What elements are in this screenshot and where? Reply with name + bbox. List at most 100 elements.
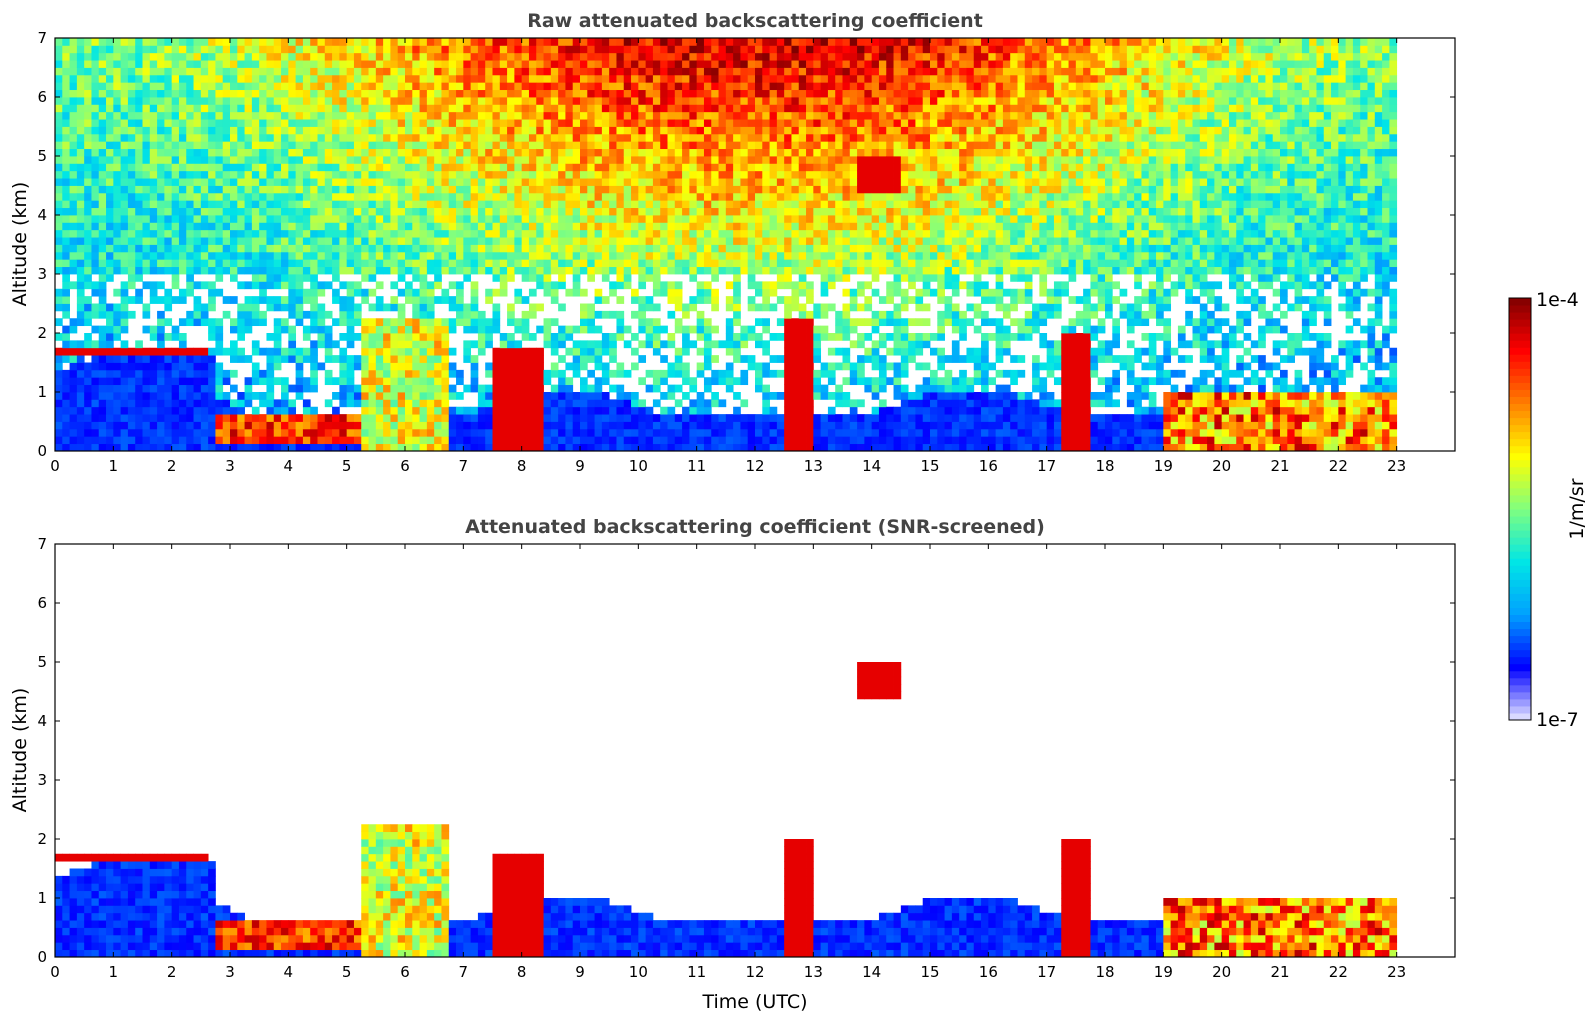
heatmap-cell bbox=[244, 60, 253, 68]
heatmap-cell bbox=[339, 318, 348, 327]
heatmap-cell bbox=[259, 259, 267, 268]
heatmap-cell bbox=[434, 377, 442, 386]
heatmap-cell bbox=[375, 340, 384, 349]
heatmap-cell bbox=[259, 414, 267, 422]
heatmap-cell bbox=[696, 148, 705, 157]
heatmap-cell bbox=[652, 259, 661, 268]
heatmap-cell bbox=[353, 399, 362, 408]
heatmap-cell bbox=[507, 163, 515, 172]
heatmap-cell bbox=[718, 126, 727, 135]
heatmap-cell bbox=[339, 200, 348, 209]
heatmap-cell bbox=[631, 82, 639, 91]
heatmap-cell bbox=[375, 399, 384, 408]
heatmap-cell bbox=[193, 185, 202, 194]
heatmap-cell bbox=[135, 207, 143, 216]
heatmap-cell bbox=[609, 133, 617, 142]
heatmap-cell bbox=[302, 296, 311, 304]
heatmap-cell bbox=[426, 340, 435, 349]
heatmap-cell bbox=[463, 274, 472, 282]
heatmap-cell bbox=[674, 384, 683, 393]
heatmap-cell bbox=[69, 421, 78, 430]
heatmap-cell bbox=[149, 148, 158, 157]
heatmap-cell bbox=[747, 237, 756, 245]
heatmap-cell bbox=[178, 377, 187, 386]
heatmap-cell bbox=[215, 185, 224, 194]
heatmap-cell bbox=[601, 443, 610, 451]
heatmap-cell bbox=[521, 318, 530, 327]
heatmap-cell bbox=[477, 45, 486, 54]
heatmap-cell bbox=[237, 443, 245, 451]
heatmap-cell bbox=[200, 392, 209, 400]
heatmap-cell bbox=[682, 229, 690, 238]
heatmap-cell bbox=[543, 38, 552, 46]
heatmap-cell bbox=[164, 104, 173, 113]
heatmap-cell bbox=[623, 126, 632, 135]
heatmap-cell bbox=[251, 38, 260, 46]
heatmap-cell bbox=[368, 362, 377, 371]
heatmap-cell bbox=[703, 237, 712, 245]
heatmap-cell bbox=[703, 266, 712, 275]
heatmap-cell bbox=[521, 126, 530, 135]
heatmap-cell bbox=[456, 229, 464, 238]
heatmap-cell bbox=[594, 119, 603, 127]
heatmap-cell bbox=[485, 52, 493, 61]
heatmap-cell bbox=[324, 340, 333, 349]
heatmap-cell bbox=[200, 170, 209, 179]
heatmap-cell bbox=[565, 325, 574, 334]
heatmap-cell bbox=[616, 362, 625, 371]
heatmap-cell bbox=[587, 384, 595, 393]
heatmap-cell bbox=[434, 133, 442, 142]
heatmap-cell bbox=[755, 156, 763, 164]
heatmap-cell bbox=[157, 163, 165, 172]
heatmap-cell bbox=[674, 362, 683, 371]
heatmap-cell bbox=[543, 406, 552, 415]
heatmap-cell bbox=[762, 141, 770, 150]
heatmap-cell bbox=[776, 192, 785, 201]
heatmap-cell bbox=[273, 399, 282, 408]
heatmap-cell bbox=[514, 60, 523, 68]
heatmap-cell bbox=[91, 52, 100, 61]
heatmap-cell bbox=[135, 347, 143, 356]
heatmap-cell bbox=[682, 325, 690, 334]
heatmap-cell bbox=[405, 421, 413, 430]
heatmap-cell bbox=[623, 207, 632, 216]
heatmap-cell bbox=[76, 60, 85, 68]
heatmap-cell bbox=[84, 229, 92, 238]
heatmap-cell bbox=[456, 185, 464, 194]
heatmap-cell bbox=[536, 281, 544, 290]
heatmap-cell bbox=[733, 229, 741, 238]
heatmap-cell bbox=[171, 74, 180, 83]
heatmap-cell bbox=[718, 436, 727, 445]
heatmap-cell bbox=[565, 237, 574, 245]
heatmap-cell bbox=[259, 318, 267, 327]
heatmap-cell bbox=[543, 325, 552, 334]
heatmap-cell bbox=[55, 355, 63, 363]
heatmap-cell bbox=[295, 355, 304, 363]
heatmap-cell bbox=[237, 126, 245, 135]
heatmap-cell bbox=[222, 192, 231, 201]
heatmap-cell bbox=[135, 369, 143, 378]
heatmap-cell bbox=[405, 148, 413, 157]
heatmap-cell bbox=[448, 237, 457, 245]
heatmap-cell bbox=[157, 310, 165, 319]
heatmap-cell bbox=[485, 266, 493, 275]
heatmap-cell bbox=[550, 156, 559, 164]
heatmap-cell bbox=[565, 185, 574, 194]
heatmap-cell bbox=[98, 274, 107, 282]
heatmap-cell bbox=[696, 207, 705, 216]
heatmap-cell bbox=[339, 67, 348, 76]
heatmap-cell bbox=[543, 222, 552, 231]
heatmap-cell bbox=[631, 259, 639, 268]
heatmap-cell bbox=[346, 192, 355, 201]
heatmap-cell bbox=[120, 377, 129, 386]
heatmap-cell bbox=[157, 133, 165, 142]
heatmap-cell bbox=[660, 45, 668, 54]
heatmap-cell bbox=[317, 207, 326, 216]
heatmap-cell bbox=[762, 237, 770, 245]
heatmap-cell bbox=[62, 259, 70, 268]
heatmap-cell bbox=[106, 414, 114, 422]
heatmap-cell bbox=[616, 443, 625, 451]
heatmap-cell bbox=[251, 170, 260, 179]
heatmap-cell bbox=[244, 111, 253, 120]
heatmap-cell bbox=[200, 362, 209, 371]
